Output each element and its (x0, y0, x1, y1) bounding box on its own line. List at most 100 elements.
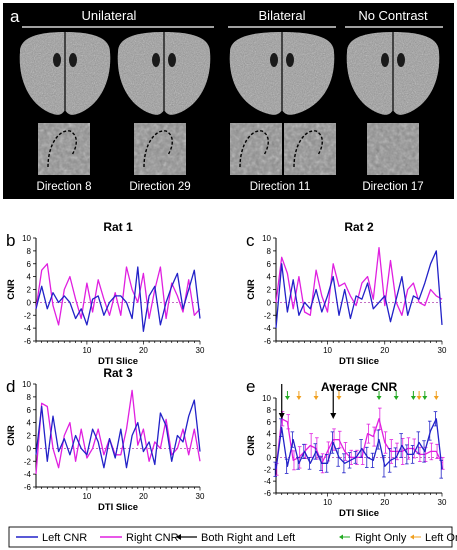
panel-e-letter: e (246, 377, 255, 396)
x-tick-label: 20 (380, 346, 389, 355)
chart-c-title: Rat 2 (344, 220, 374, 234)
y-tick-label: -2 (24, 311, 32, 320)
x-tick-label: 20 (139, 492, 148, 501)
brain-slice-bilateral (229, 32, 335, 115)
group-label-no-contrast: No Contrast (358, 8, 428, 23)
panel-a: a Unilateral Bilateral No Contrast Direc… (3, 3, 454, 199)
x-tick-label: 10 (82, 346, 91, 355)
marker-left-only-head (296, 396, 302, 400)
brain-slice-no-contrast-ventricle-right (397, 53, 405, 67)
marker-right-only-head (410, 396, 416, 400)
legend-left-cnr-label: Left CNR (42, 532, 87, 544)
x-tick-label: 30 (438, 346, 447, 355)
chart-b-title: Rat 1 (103, 220, 133, 234)
chart-e-title: Average CNR (321, 380, 398, 394)
y-tick-label: -4 (264, 477, 272, 486)
legend-left-only-label: Left Only (425, 532, 457, 544)
marker-left-only-head (433, 396, 439, 400)
y-tick-label: -2 (264, 311, 272, 320)
series-line-left-cnr (275, 250, 443, 329)
x-tick-label: 10 (323, 346, 332, 355)
brain-slice-bilateral-ventricle-right (286, 53, 294, 67)
group-label-unilateral: Unilateral (82, 8, 137, 23)
panel-a-letter: a (10, 7, 20, 26)
y-tick-label: 4 (27, 273, 32, 282)
brain-slice-bilateral-ventricle-left (270, 53, 278, 67)
brain-slice-unilateral-1-ventricle-left (53, 53, 61, 67)
inset-direction-8 (38, 123, 90, 175)
series-line-right-cnr (275, 418, 443, 470)
x-tick-label: 20 (139, 346, 148, 355)
inset-direction-11-right-outline (293, 130, 323, 168)
y-tick-label: 4 (267, 430, 272, 439)
marker-right-only-head (393, 396, 399, 400)
inset-direction-11-left (230, 123, 282, 175)
brain-slice-no-contrast (346, 32, 440, 115)
y-tick-label: -6 (24, 337, 32, 346)
legend-right-only-arrowhead-icon (339, 534, 343, 540)
brain-slice-unilateral-1 (19, 32, 111, 115)
y-tick-label: 8 (267, 247, 272, 256)
inset-direction-11-left-outline (239, 130, 269, 168)
series-line-left-cnr (35, 266, 201, 332)
chart-b-xlabel: DTI Slice (98, 356, 138, 367)
y-tick-label: 0 (27, 298, 32, 307)
x-tick-label: 20 (380, 498, 389, 507)
legend-both-arrowhead-icon (176, 534, 181, 540)
y-tick-label: -4 (24, 324, 32, 333)
y-tick-label: 4 (267, 273, 272, 282)
caption-direction-8: Direction 8 (37, 181, 92, 193)
brain-slice-no-contrast-ventricle-left (381, 53, 389, 67)
y-tick-label: 2 (267, 442, 272, 451)
y-tick-label: -2 (24, 457, 32, 466)
y-tick-label: 10 (262, 234, 271, 243)
chart-d-title: Rat 3 (103, 366, 133, 380)
y-tick-label: 2 (27, 286, 32, 295)
x-tick-label: 10 (82, 492, 91, 501)
marker-left-only-head (313, 396, 319, 400)
y-tick-label: 10 (262, 394, 271, 403)
y-tick-label: -4 (264, 324, 272, 333)
y-tick-label: 8 (267, 406, 272, 415)
inset-direction-8-outline (47, 130, 77, 168)
y-tick-label: 8 (27, 393, 32, 402)
legend-box (8, 526, 453, 548)
chart-c-ylabel: CNR (246, 279, 257, 300)
brain-slice-unilateral-2-ventricle-right (168, 53, 176, 67)
legend-right-cnr-label: Right CNR (126, 532, 179, 544)
series-line-left-cnr (35, 399, 201, 469)
chart-d-xlabel: DTI Slice (98, 502, 138, 513)
marker-both-arrowhead (278, 413, 285, 419)
series-line-right-cnr (35, 263, 201, 326)
inset-direction-29 (134, 123, 186, 175)
inset-direction-17 (367, 123, 419, 175)
y-tick-label: 0 (27, 444, 32, 453)
y-tick-label: 0 (267, 453, 272, 462)
y-tick-label: 8 (27, 247, 32, 256)
series-line-right-cnr (275, 247, 443, 316)
y-tick-label: 6 (27, 260, 32, 269)
y-tick-label: 0 (267, 298, 272, 307)
inset-direction-11-right (284, 123, 336, 175)
y-tick-label: 2 (27, 432, 32, 441)
marker-left-only-head (416, 396, 422, 400)
x-tick-label: 30 (196, 346, 205, 355)
chart-e: Average CNR -6 -4 -2 0 2 4 6 8 10 10 20 30 DTI Slice C… (246, 380, 447, 519)
marker-both-arrowhead (330, 413, 337, 419)
y-tick-label: -6 (264, 337, 272, 346)
x-tick-label: 10 (323, 498, 332, 507)
series-line-right-cnr (35, 389, 201, 475)
inset-direction-11-right-texture (284, 123, 336, 175)
legend-right-only-label: Right Only (355, 532, 407, 544)
legend-both-label: Both Right and Left (201, 532, 295, 544)
caption-direction-17: Direction 17 (362, 181, 423, 193)
y-tick-label: 2 (267, 286, 272, 295)
x-tick-label: 30 (438, 498, 447, 507)
brain-slice-unilateral-2 (117, 32, 211, 115)
marker-right-only-head (284, 396, 290, 400)
chart-d: Rat 3 -6 -4 -2 0 2 4 6 8 10 10 20 30 DTI Slice CNR (6, 366, 205, 513)
inset-direction-8-texture (38, 123, 90, 175)
marker-right-only-head (422, 396, 428, 400)
